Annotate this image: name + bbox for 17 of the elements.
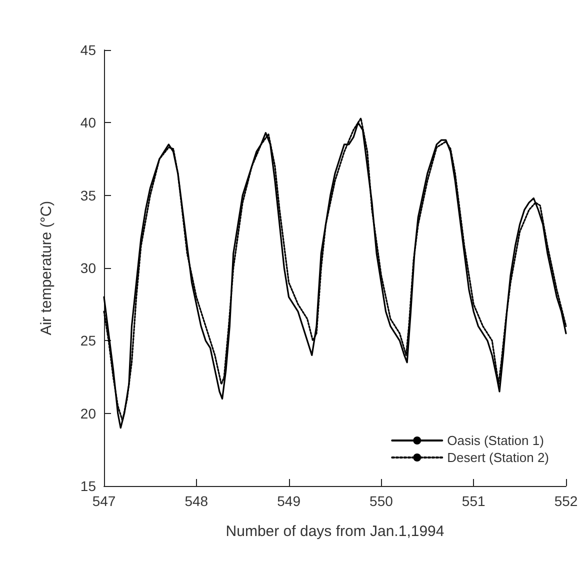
y-tick-label: 45 xyxy=(80,42,96,58)
x-axis-title: Number of days from Jan.1,1994 xyxy=(226,523,444,540)
y-tick-label: 20 xyxy=(80,405,96,422)
x-tick-label: 550 xyxy=(370,493,394,509)
x-tick-label: 549 xyxy=(277,493,301,509)
y-tick-label: 30 xyxy=(80,260,96,276)
y-tick-label: 15 xyxy=(80,478,96,494)
y-tick-label: 25 xyxy=(80,332,96,349)
x-tick-label: 552 xyxy=(554,493,578,509)
x-tick-label: 548 xyxy=(184,493,208,509)
y-tick-label: 35 xyxy=(80,187,96,204)
legend-label: Oasis (Station 1) xyxy=(447,433,544,448)
y-axis-title: Air temperature (°C) xyxy=(38,200,55,336)
y-tick-label: 40 xyxy=(80,114,96,131)
x-tick-label: 547 xyxy=(92,493,116,509)
legend-label: Desert (Station 2) xyxy=(447,450,549,465)
x-tick-label: 551 xyxy=(462,493,486,509)
